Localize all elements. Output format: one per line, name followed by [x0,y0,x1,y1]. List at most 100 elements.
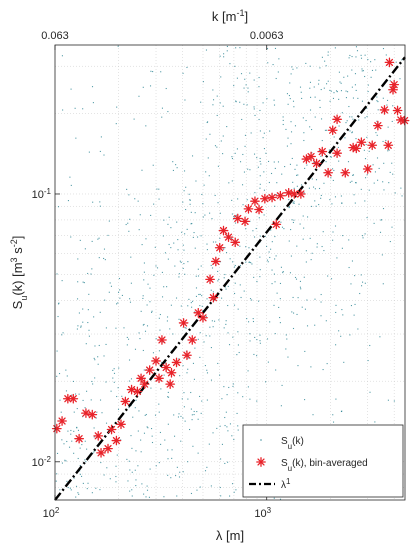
raw-point [275,369,277,371]
raw-point [167,396,169,398]
raw-point [177,416,180,418]
raw-point [85,343,87,345]
raw-point [382,140,384,143]
raw-point [392,105,394,107]
raw-point [256,280,258,283]
raw-point [341,410,343,412]
raw-point [290,229,292,231]
raw-point [143,432,146,434]
legend-item-fit: λ1 [249,477,291,491]
raw-point [280,266,282,268]
raw-point [129,469,131,471]
raw-point [291,66,293,68]
raw-point [200,235,202,237]
raw-point [299,223,301,225]
binned-point [157,335,167,345]
raw-point [163,374,165,376]
raw-point [115,475,117,478]
raw-point [150,387,152,389]
raw-point [242,153,244,156]
raw-point [99,489,101,491]
raw-point [288,240,290,242]
raw-point [62,109,64,111]
raw-point [176,495,178,497]
legend-raw-label-sub: u [288,442,292,451]
raw-point [282,116,284,118]
raw-point [82,321,84,323]
raw-point [308,187,310,189]
raw-point [171,457,173,459]
raw-point [60,411,62,413]
raw-point [128,194,130,196]
raw-point [199,356,201,358]
raw-point [329,100,331,102]
raw-point [148,496,150,498]
raw-point [320,293,322,296]
raw-point [326,129,328,131]
top-axis-label-sup: -1 [236,8,244,18]
raw-point [318,204,320,206]
raw-point [184,233,186,235]
raw-point [266,338,269,340]
raw-point [239,264,242,267]
raw-point [57,315,59,318]
raw-point [175,164,177,166]
raw-point [188,193,190,195]
x-tick-label: 103 [254,506,271,521]
raw-point [187,261,189,263]
raw-point [233,304,236,306]
raw-point [76,298,79,300]
raw-point [152,164,154,166]
raw-point [357,328,359,330]
binned-point [144,365,155,375]
raw-point [235,489,237,491]
raw-point [88,329,90,331]
raw-point [184,99,186,101]
raw-point [322,231,324,233]
raw-point [231,435,233,437]
raw-point [187,368,189,370]
raw-point [279,322,281,324]
raw-point [202,310,204,312]
raw-point [256,157,258,159]
raw-point [383,162,385,164]
raw-point [180,415,182,417]
raw-point [76,328,78,330]
raw-point [293,187,295,189]
raw-point [219,55,221,57]
raw-point [247,386,249,388]
raw-point [271,241,273,243]
raw-point [320,194,322,197]
raw-point [324,129,326,131]
raw-point [167,474,169,476]
raw-point [222,153,224,155]
raw-point [193,413,195,416]
raw-point [167,110,169,113]
raw-point [361,70,363,72]
raw-point [309,87,311,89]
raw-point [315,205,317,207]
raw-point [142,349,144,352]
raw-point [184,327,186,329]
raw-point [180,261,182,263]
raw-point [70,429,72,432]
top-tick-label: 0.063 [41,30,69,42]
raw-point [247,87,249,89]
raw-point [126,344,128,346]
raw-point [176,221,178,223]
raw-point [280,405,282,407]
raw-point [211,320,213,322]
legend-raw-label-tail: (k) [292,436,304,447]
raw-point [377,109,379,111]
raw-point [113,372,116,374]
raw-point [300,288,302,290]
binned-point [151,356,161,366]
raw-point [382,97,384,99]
raw-point [58,302,60,304]
raw-point [82,399,84,401]
raw-point [172,169,174,172]
raw-point [273,497,275,499]
raw-point [340,90,343,92]
raw-point [82,108,84,110]
raw-point [287,356,289,358]
